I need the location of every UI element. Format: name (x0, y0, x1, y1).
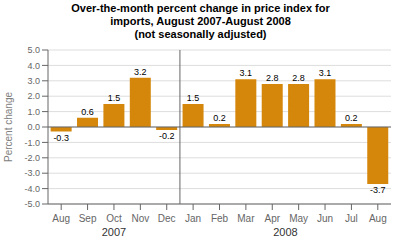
svg-text:Aug: Aug (52, 213, 70, 224)
svg-text:-2.0: -2.0 (24, 153, 40, 163)
svg-text:1.0: 1.0 (27, 107, 40, 117)
svg-text:0.2: 0.2 (213, 113, 226, 123)
svg-text:2.8: 2.8 (292, 73, 305, 83)
svg-text:Dec: Dec (158, 213, 176, 224)
svg-text:3.0: 3.0 (27, 76, 40, 86)
svg-text:Sep: Sep (79, 213, 97, 224)
svg-text:Jan: Jan (185, 213, 201, 224)
svg-text:Percent change: Percent change (8, 92, 14, 162)
svg-text:-5.0: -5.0 (24, 199, 40, 209)
svg-text:4.0: 4.0 (27, 61, 40, 71)
html-text:Over-the-month percent change: Over-the-month percent change in price i… (71, 2, 330, 14)
svg-text:3.1: 3.1 (319, 68, 332, 78)
svg-text:Apr: Apr (264, 213, 280, 224)
svg-text:Jun: Jun (317, 213, 333, 224)
svg-text:Aug: Aug (369, 213, 387, 224)
svg-text:2007: 2007 (102, 226, 126, 238)
svg-text:-4.0: -4.0 (24, 184, 40, 194)
svg-text:Nov: Nov (131, 213, 149, 224)
svg-text:3.1: 3.1 (240, 68, 253, 78)
svg-text:0.6: 0.6 (81, 107, 94, 117)
svg-text:May: May (289, 213, 308, 224)
html-text:imports, August 2007-August 20: imports, August 2007-August 2008 (110, 15, 291, 27)
svg-text:Oct: Oct (106, 213, 122, 224)
svg-text:2.8: 2.8 (266, 73, 279, 83)
svg-text:0.2: 0.2 (345, 113, 358, 123)
svg-text:2008: 2008 (273, 226, 297, 238)
html-text:(not seasonally adjusted): (not seasonally adjusted) (134, 28, 267, 40)
svg-text:1.5: 1.5 (187, 93, 200, 103)
svg-text:Mar: Mar (237, 213, 255, 224)
svg-text:-1.0: -1.0 (24, 138, 40, 148)
svg-text:-3.0: -3.0 (24, 168, 40, 178)
svg-text:1.5: 1.5 (108, 93, 121, 103)
svg-text:2.0: 2.0 (27, 91, 40, 101)
svg-text:-0.3: -0.3 (53, 133, 69, 143)
svg-text:0.0: 0.0 (27, 122, 40, 132)
svg-text:5.0: 5.0 (27, 45, 40, 55)
svg-text:3.2: 3.2 (134, 67, 147, 77)
svg-text:Jul: Jul (345, 213, 358, 224)
svg-text:-3.7: -3.7 (370, 185, 386, 195)
svg-text:Feb: Feb (211, 213, 229, 224)
svg-text:-0.2: -0.2 (159, 131, 175, 141)
